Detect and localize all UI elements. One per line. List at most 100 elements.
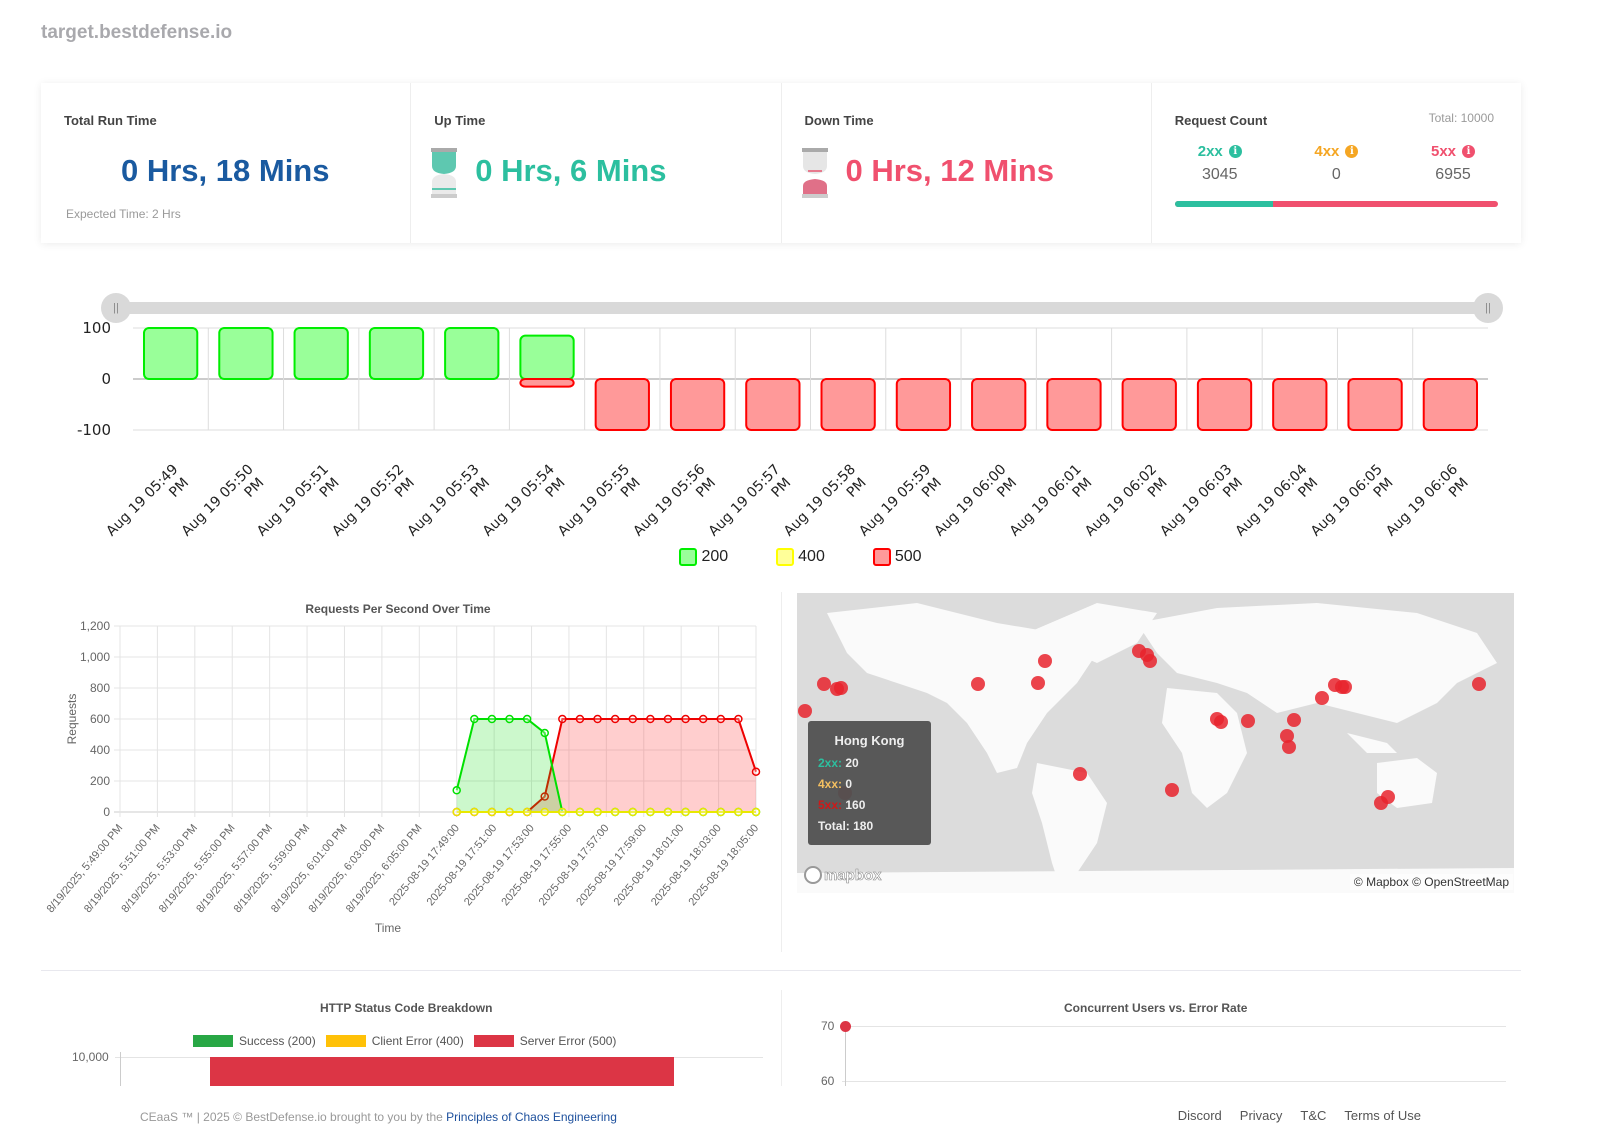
rps-point-500[interactable] [698,714,708,724]
timeline-bar-200[interactable] [143,327,199,380]
map-attribution[interactable]: © Mapbox © OpenStreetMap [1349,874,1513,890]
rps-point-200[interactable] [540,728,549,738]
map-marker[interactable] [834,681,848,695]
timeline-bar-500[interactable] [1422,378,1478,431]
map-marker[interactable] [817,677,831,691]
legend-item-500[interactable]: 500 [872,548,922,566]
timeline-bar-500[interactable] [1196,378,1253,431]
stats-panel: Total Run Time 0 Hrs, 18 Mins Expected T… [41,83,1521,243]
range-end-handle[interactable]: || [1473,293,1503,323]
timeline-bar-500[interactable] [519,378,575,388]
timeline-bar-500[interactable] [1121,378,1177,431]
map-marker[interactable] [1381,790,1395,804]
timeline-bar-200[interactable] [293,327,349,380]
rps-point-400[interactable] [593,807,602,817]
rps-point-400[interactable] [522,807,532,817]
rps-point-400[interactable] [487,807,497,817]
footer-link-discord[interactable]: Discord [1177,1108,1222,1123]
map-marker[interactable] [1315,691,1329,705]
rps-point-200[interactable] [487,714,497,724]
footer-link-privacy[interactable]: Privacy [1239,1108,1283,1123]
rps-point-500[interactable] [610,714,620,724]
footer-link-terms[interactable]: Terms of Use [1344,1108,1421,1123]
timeline-bar-200[interactable] [218,327,274,380]
rps-point-200[interactable] [470,714,479,724]
rps-point-400[interactable] [505,807,514,817]
timeline-bar-500[interactable] [1046,378,1102,431]
concurrent-data-point[interactable] [840,1021,851,1032]
rps-point-400[interactable] [452,807,461,817]
timeline-bar-500[interactable] [1272,378,1328,431]
map-marker[interactable] [1282,740,1296,754]
concurrent-y-axis [845,1026,846,1092]
rps-point-400[interactable] [540,807,549,817]
map-marker[interactable] [1143,654,1157,668]
timeline-bar-500[interactable] [1347,378,1403,431]
timeline-legend: 200 400 500 [0,548,1601,566]
timeline-bar-500[interactable] [669,378,726,431]
rps-point-400[interactable] [470,807,479,817]
timeline-bar-500[interactable] [745,378,801,431]
info-icon[interactable]: i [1228,145,1242,158]
rps-point-400[interactable] [646,807,655,817]
map-marker[interactable] [1214,715,1228,729]
timeline-range-track[interactable] [115,302,1487,314]
rps-point-400[interactable] [681,807,690,817]
mapbox-logo[interactable]: mapbox [804,866,882,884]
rps-point-500[interactable] [734,714,743,724]
rps-point-400[interactable] [558,807,567,817]
rps-point-500[interactable] [628,714,638,724]
rps-point-500[interactable] [716,714,726,724]
rps-point-200[interactable] [505,714,514,724]
map-marker[interactable] [1165,783,1179,797]
range-start-handle[interactable]: || [101,293,131,323]
legend-item-200[interactable]: 200 [679,548,728,566]
map-marker[interactable] [1031,676,1045,690]
map-marker[interactable] [1338,680,1352,694]
timeline-bar-200[interactable] [444,327,500,380]
rps-point-500[interactable] [593,714,602,724]
map-marker[interactable] [1280,729,1294,743]
rps-point-500[interactable] [681,714,690,724]
timeline-bar-500[interactable] [594,378,650,431]
rps-point-500[interactable] [646,714,655,724]
rps-point-500[interactable] [751,767,761,776]
map-marker[interactable] [1287,713,1301,727]
rps-point-400[interactable] [575,807,585,817]
rps-point-500[interactable] [575,714,585,724]
rps-point-500[interactable] [540,792,549,801]
map-marker[interactable] [1241,714,1255,728]
timeline-bar-200[interactable] [368,327,425,380]
timeline-bar-500[interactable] [971,378,1027,431]
info-icon[interactable]: i [1345,145,1359,158]
breakdown-legend-item[interactable]: Client Error (400) [325,1034,464,1048]
legend-item-400[interactable]: 400 [776,548,825,566]
breakdown-legend-item[interactable]: Success (200) [193,1034,316,1048]
rps-point-400[interactable] [698,807,708,817]
footer-link-tc[interactable]: T&C [1300,1108,1327,1123]
rps-point-400[interactable] [628,807,638,817]
rps-point-400[interactable] [610,807,620,817]
info-icon[interactable]: i [1462,145,1476,158]
rps-point-200[interactable] [522,714,532,724]
rps-point-400[interactable] [734,807,743,817]
timeline-bar-500[interactable] [895,378,952,431]
map-marker[interactable] [1472,677,1486,691]
svg-text:Aug 19 05:59: Aug 19 05:59 [856,462,934,540]
map-marker[interactable] [1038,654,1052,668]
breakdown-legend-item[interactable]: Server Error (500) [473,1034,616,1048]
map-marker[interactable] [971,677,985,691]
timeline-bar-500[interactable] [820,378,876,431]
rps-point-400[interactable] [751,807,761,817]
map-marker[interactable] [798,704,812,718]
tooltip-title: Hong Kong [834,733,905,748]
timeline-bar-200[interactable] [519,334,575,380]
rps-point-400[interactable] [716,807,726,817]
rps-point-500[interactable] [558,714,567,724]
rps-point-500[interactable] [663,714,673,724]
chaos-principles-link[interactable]: Principles of Chaos Engineering [446,1110,617,1124]
map-marker[interactable] [1073,767,1087,781]
rps-point-400[interactable] [663,807,673,817]
rps-point-200[interactable] [452,786,461,795]
